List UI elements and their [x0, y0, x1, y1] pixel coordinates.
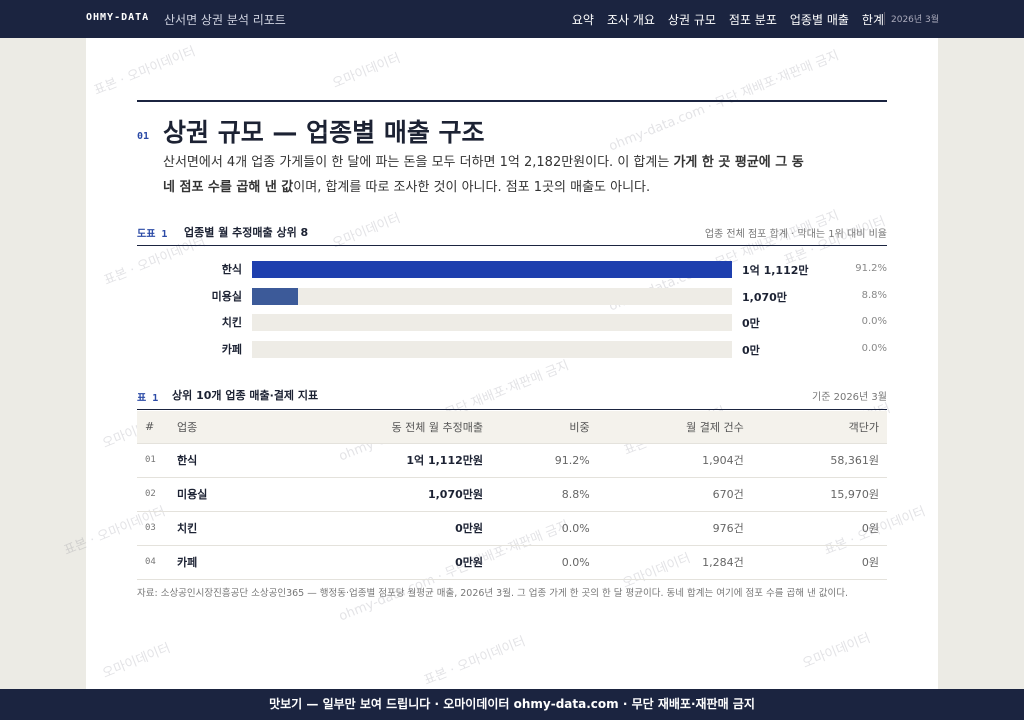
table-row: 01 한식 1억 1,112만원 91.2% 1,904건 58,361원 — [137, 443, 887, 478]
nav-link[interactable]: 상권 규모 — [667, 13, 716, 27]
nav-link[interactable]: 한계 — [861, 13, 884, 27]
intro-text: 이며, 합계를 따로 조사한 것이 아니다. 점포 1곳의 매출도 아니다. — [293, 180, 651, 195]
table-cell: 1,284건 — [597, 545, 752, 580]
section-heading: 상권 규모 — 업종별 매출 구조 — [163, 118, 485, 147]
share-label: 0.0% — [861, 343, 887, 355]
nav-links: 요약 조사 개요 상권 규모 점포 분포 업종별 매출 한계 — [572, 11, 884, 28]
table-cell: 02 — [137, 477, 169, 512]
table-cell: 670건 — [597, 477, 752, 512]
share-label: 8.8% — [861, 289, 887, 301]
bar — [252, 287, 299, 305]
bar-label: 치킨 — [221, 316, 242, 330]
rule — [137, 100, 887, 102]
intro-bold: 가게 한 곳 평균에 그 동네 점포 수를 곱해 낸 값 — [163, 155, 804, 195]
nav-link[interactable]: 조사 개요 — [606, 13, 655, 27]
table-cell: 1,070만원 — [266, 477, 492, 512]
table-cell: 58,361원 — [751, 443, 887, 478]
table-cell: 8.8% — [491, 477, 598, 512]
table-cell: 0.0% — [491, 511, 598, 546]
bar — [252, 261, 732, 278]
table-label: 표 1 — [137, 393, 159, 404]
table-cell: 976건 — [597, 511, 752, 546]
figure-title: 업종별 월 추정매출 상위 8 — [184, 226, 309, 239]
table-cell: 0원 — [751, 511, 887, 546]
column-header: 비중 — [491, 411, 598, 444]
rule — [137, 409, 887, 410]
table-cell: 미용실 — [169, 477, 267, 512]
column-header: 업종 — [169, 411, 267, 444]
share-label: 91.2% — [855, 263, 887, 274]
figure-label: 도표 1 — [137, 229, 168, 240]
table-title: 상위 10개 업종 매출·결제 지표 — [172, 389, 319, 402]
share-label: 0.0% — [861, 316, 887, 328]
table-cell: 91.2% — [491, 443, 598, 478]
column-header: # — [137, 411, 169, 444]
table-cell: 0만원 — [266, 545, 492, 580]
value-label: 1억 1,112만 — [742, 264, 809, 277]
table-cell: 카페 — [169, 545, 267, 580]
table-row: 04 카페 0만원 0.0% 1,284건 0원 — [137, 545, 887, 580]
bar-track — [252, 314, 732, 332]
nav-date: 2026년 3월 — [884, 12, 939, 25]
bar-label: 한식 — [221, 263, 242, 276]
nav-link[interactable]: 점포 분포 — [728, 13, 777, 27]
intro-text: 산서면에서 4개 업종 가게들이 한 달에 파는 돈을 모두 더하면 1억 2,… — [163, 155, 674, 170]
table-cell: 01 — [137, 443, 169, 478]
bar-label: 카페 — [221, 343, 242, 357]
table-row: 03 치킨 0만원 0.0% 976건 0원 — [137, 511, 887, 546]
content-card — [86, 38, 938, 689]
table-cell: 04 — [137, 545, 169, 580]
table-cell: 1억 1,112만원 — [266, 443, 492, 478]
brand[interactable]: OHMY-DATA — [86, 12, 150, 23]
table-cell: 15,970원 — [751, 477, 887, 512]
header-row: # 업종 동 전체 월 추정매출 비중 월 결제 건수 객단가 — [137, 411, 887, 444]
table-cell: 0.0% — [491, 545, 598, 580]
table-cell: 1,904건 — [597, 443, 752, 478]
bar-track — [252, 287, 732, 305]
column-header: 동 전체 월 추정매출 — [266, 411, 492, 444]
table-row: 02 미용실 1,070만원 8.8% 670건 15,970원 — [137, 477, 887, 512]
rule — [137, 245, 887, 246]
table-cell: 0만원 — [266, 511, 492, 546]
table-cell: 0원 — [751, 545, 887, 580]
figure-note: 업종 전체 점포 합계 · 막대는 1위 대비 비율 — [704, 229, 887, 240]
section-number: 01 — [137, 131, 150, 142]
value-label: 0만 — [742, 317, 760, 331]
source: 자료: 소상공인시장진흥공단 소상공인365 — 행정동·업종별 점포당 월평균… — [137, 588, 849, 599]
bar-label: 미용실 — [211, 289, 242, 303]
table-note: 기준 2026년 3월 — [812, 392, 887, 403]
nav-title: 산서면 상권 분석 리포트 — [164, 13, 286, 27]
nav-link[interactable]: 요약 — [571, 13, 594, 27]
column-header: 객단가 — [751, 411, 887, 444]
intro: 산서면에서 4개 업종 가게들이 한 달에 파는 돈을 모두 더하면 1억 2,… — [163, 150, 813, 200]
table-cell: 03 — [137, 511, 169, 546]
column-header: 월 결제 건수 — [597, 411, 752, 444]
value-label: 0만 — [742, 344, 760, 358]
table-cell: 한식 — [169, 443, 267, 478]
nav-link[interactable]: 업종별 매출 — [789, 13, 849, 27]
data-table: # 업종 동 전체 월 추정매출 비중 월 결제 건수 객단가 01 한식 1억 1,112만원… — [137, 411, 887, 580]
footer-banner: 맛보기 — 일부만 보여 드립니다 · 오마이데이터 ohmy-data.com… — [0, 689, 1024, 720]
bar-track — [252, 341, 732, 359]
top-nav: OHMY-DATA 산서면 상권 분석 리포트 요약 조사 개요 상권 규모 점포 분… — [0, 0, 1024, 38]
table-cell: 치킨 — [169, 511, 267, 546]
value-label: 1,070만 — [742, 290, 787, 304]
